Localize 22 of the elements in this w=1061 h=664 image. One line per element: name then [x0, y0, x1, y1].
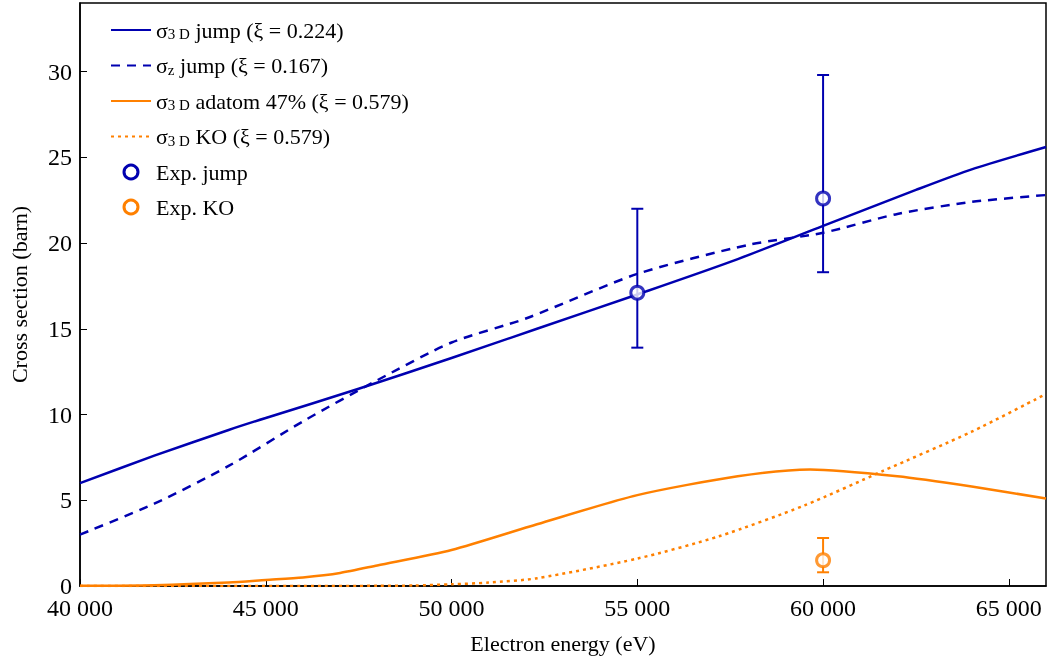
y-tick-label: 25: [48, 144, 72, 171]
legend-label: σ3 D KO (ξ = 0.579): [156, 124, 331, 149]
legend-label: σ3 D adatom 47% (ξ = 0.579): [156, 88, 409, 114]
y-tick-label: 15: [48, 315, 72, 342]
y-tick-label: 10: [48, 401, 72, 428]
x-tick-label: 60 000: [790, 595, 857, 621]
legend-label: σ3 D jump (ξ = 0.224): [156, 17, 344, 43]
point: [815, 552, 832, 569]
point: [815, 190, 832, 207]
legend-label: Exp. jump: [156, 159, 248, 185]
y-tick-label: 30: [48, 58, 72, 85]
legend-label: Exp. KO: [156, 194, 235, 220]
x-tick-label: 65 000: [975, 595, 1042, 621]
x-tick-label: 55 000: [604, 595, 671, 621]
y-tick-label: 5: [60, 487, 72, 514]
x-axis-title: Electron energy (eV): [470, 630, 656, 656]
y-tick-label: 20: [48, 230, 72, 257]
point: [629, 284, 646, 301]
x-tick-label: 50 000: [418, 595, 485, 621]
legend-label: σz jump (ξ = 0.167): [156, 53, 329, 78]
x-tick-label: 45 000: [232, 595, 299, 621]
y-axis-title: Cross section (barn): [6, 205, 32, 384]
